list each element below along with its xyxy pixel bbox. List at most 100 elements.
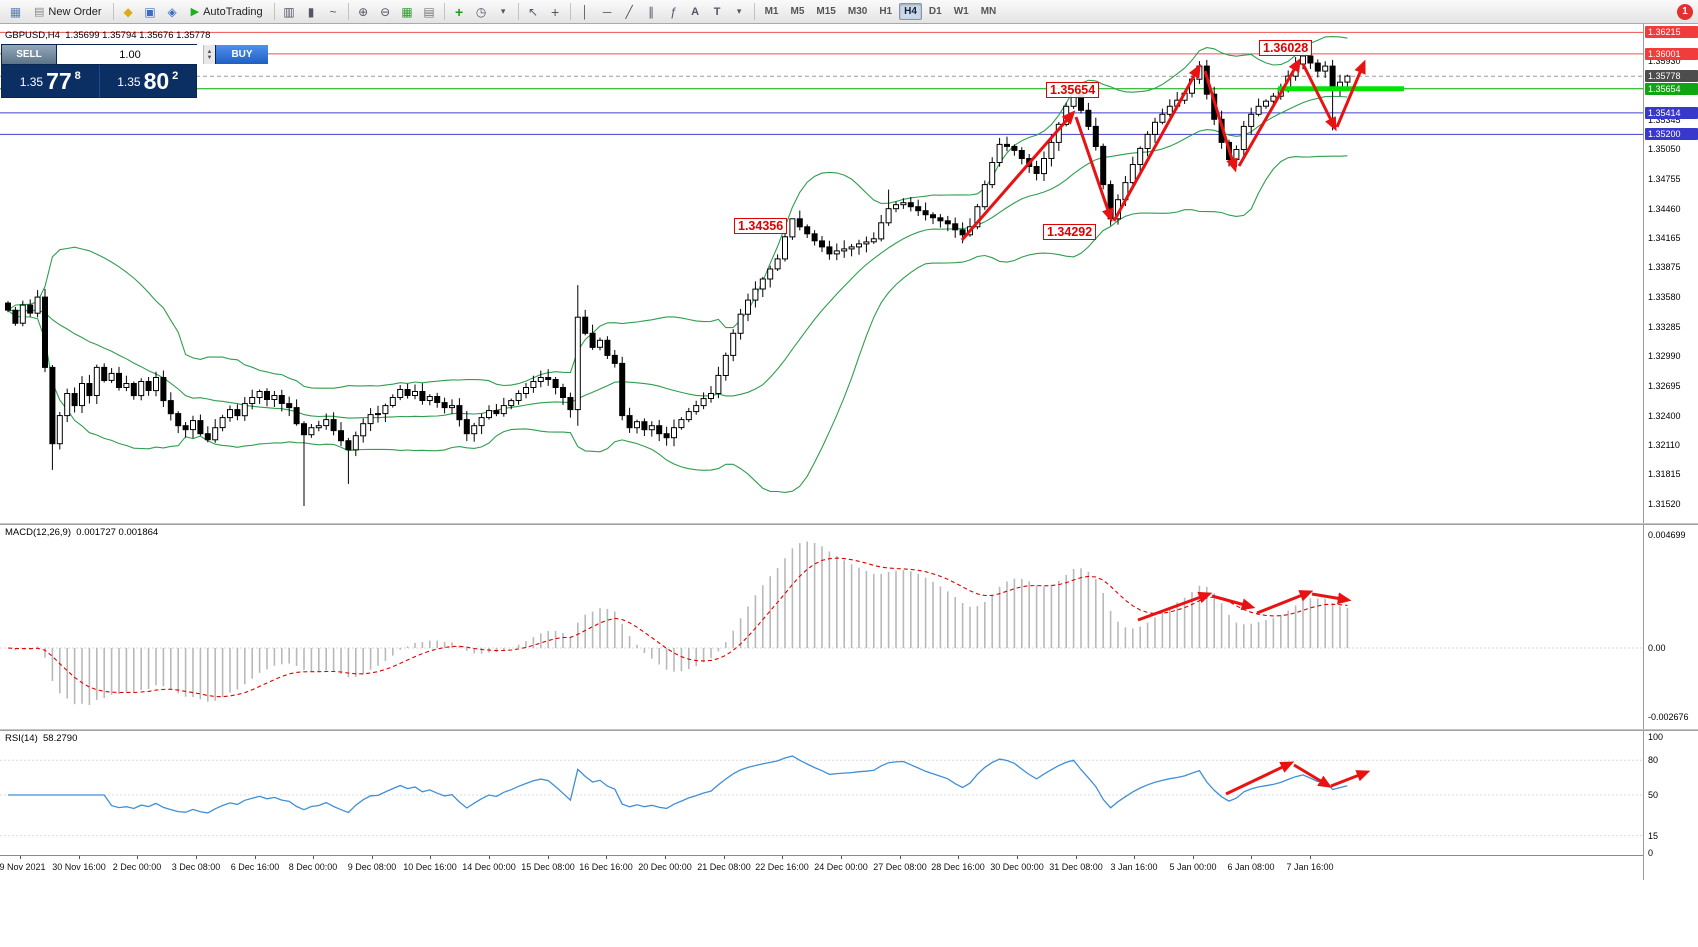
time-tick	[1310, 856, 1311, 859]
volume-down-icon[interactable]: ▼	[206, 54, 213, 61]
price-tick: 1.35050	[1648, 144, 1681, 154]
main-chart-canvas[interactable]	[0, 24, 1643, 523]
timeframe-button-w1[interactable]: W1	[953, 6, 969, 17]
price-axis[interactable]: 1.35930 1.35345 1.35050 1.34755 1.34460 1.341…	[1643, 24, 1698, 880]
time-label: 31 Dec 08:00	[1049, 862, 1103, 872]
line-chart-icon[interactable]: ~	[329, 4, 337, 19]
sell-button[interactable]: SELL	[2, 45, 57, 64]
price-badge: 1.36215	[1645, 26, 1698, 38]
symbol-ohlc: 1.35699 1.35794 1.35676 1.35778	[65, 30, 211, 41]
time-tick	[1076, 856, 1077, 859]
time-label: 14 Dec 00:00	[462, 862, 516, 872]
toolbar-separator	[569, 3, 571, 20]
timeframe-button-h4[interactable]: H4	[899, 3, 922, 20]
time-tick	[79, 856, 80, 859]
new-order-button[interactable]: ▤ New Order	[27, 1, 109, 22]
price-tick: 1.33580	[1648, 292, 1681, 302]
toolbar-separator	[112, 3, 114, 20]
zoom-out-icon[interactable]: ⊖	[380, 4, 391, 19]
rsi-axis-value: 15	[1648, 831, 1659, 841]
templates-dropdown-icon[interactable]: ▾	[500, 6, 506, 16]
chart-area[interactable]: GBPUSD,H4 1.35699 1.35794 1.35676 1.3577…	[0, 24, 1643, 523]
candlestick-chart-icon[interactable]: ▮	[307, 4, 315, 19]
volume-up-icon[interactable]: ▲	[206, 48, 213, 55]
channel-icon[interactable]: ∥	[648, 4, 655, 19]
zoom-in-icon[interactable]: ⊕	[358, 4, 369, 19]
time-tick	[900, 856, 901, 859]
price-annotation[interactable]: 1.35654	[1046, 82, 1100, 98]
fibonacci-icon[interactable]: ƒ	[669, 4, 677, 19]
time-label: 21 Dec 08:00	[697, 862, 751, 872]
time-label: 10 Dec 16:00	[403, 862, 457, 872]
rsi-label: RSI(14) 58.2790	[5, 733, 77, 744]
time-tick	[430, 856, 431, 859]
time-tick	[724, 856, 725, 859]
bollinger-upper-band	[7, 36, 1348, 389]
price-tick: 1.35345	[1648, 115, 1681, 125]
price-annotation[interactable]: 1.34292	[1043, 224, 1097, 240]
notification-badge[interactable]: 1	[1677, 3, 1693, 20]
time-label: 30 Nov 16:00	[52, 862, 106, 872]
macd-panel-canvas[interactable]	[0, 525, 1643, 729]
crosshair-icon[interactable]: +	[551, 3, 560, 20]
new-order-icon: ▤	[34, 6, 45, 18]
price-badge: 1.35414	[1645, 107, 1698, 119]
navigator-icon[interactable]: ◈	[167, 4, 177, 19]
text-icon[interactable]: A	[691, 5, 700, 18]
panel-splitter[interactable]	[0, 523, 1698, 525]
timeframe-button-m1[interactable]: M1	[764, 6, 779, 17]
time-axis[interactable]: 29 Nov 2021 30 Nov 16:00 2 Dec 00:00 3 Dec …	[0, 855, 1698, 880]
price-tick: 1.32990	[1648, 351, 1681, 361]
terminal-icon[interactable]: ▣	[144, 4, 156, 19]
bar-chart-icon[interactable]: ▥	[283, 4, 295, 19]
new-chart-icon[interactable]: ▦	[9, 4, 22, 19]
price-badge: 1.36001	[1645, 48, 1698, 60]
time-tick	[196, 856, 197, 859]
cascade-windows-icon[interactable]: ▤	[423, 4, 435, 19]
bid-price: 1.35 77 8	[2, 65, 100, 98]
timeframe-button-h1[interactable]: H1	[879, 6, 893, 17]
macd-label: MACD(12,26,9) 0.001727 0.001864	[5, 527, 158, 538]
time-tick	[841, 856, 842, 859]
autotrading-button[interactable]: ▶ AutoTrading	[184, 1, 270, 22]
macd-histogram	[14, 541, 1349, 706]
time-label: 3 Dec 08:00	[171, 862, 221, 872]
time-tick	[958, 856, 959, 859]
timeframe-button-m15[interactable]: M15	[816, 6, 836, 17]
horizontal-line-icon[interactable]: ─	[602, 4, 612, 19]
ask-prefix: 1.35	[117, 74, 141, 89]
rsi-axis-value: 80	[1648, 755, 1659, 765]
panel-splitter[interactable]	[0, 729, 1698, 731]
price-badge: 1.35778	[1645, 70, 1698, 82]
rsi-panel-canvas[interactable]	[0, 731, 1643, 855]
period-icon[interactable]: ◷	[475, 4, 487, 19]
metaeditor-icon[interactable]: ◆	[123, 4, 133, 19]
volume-spinner: ▲ ▼	[203, 45, 215, 64]
text-label-icon[interactable]: T	[713, 5, 721, 18]
new-order-label: New Order	[48, 5, 102, 18]
time-label: 6 Dec 16:00	[230, 862, 280, 872]
time-tick	[782, 856, 783, 859]
time-label: 24 Dec 00:00	[814, 862, 868, 872]
time-tick	[137, 856, 138, 859]
timeframe-button-m5[interactable]: M5	[790, 6, 805, 17]
price-tick: 1.32400	[1648, 411, 1681, 421]
tile-windows-icon[interactable]: ▦	[401, 4, 413, 19]
price-annotation[interactable]: 1.36028	[1259, 40, 1313, 56]
volume-input[interactable]	[57, 45, 203, 64]
timeframe-button-d1[interactable]: D1	[928, 6, 942, 17]
vertical-line-icon[interactable]: │	[581, 4, 589, 19]
add-indicator-icon[interactable]: +	[455, 3, 464, 20]
time-tick	[1017, 856, 1018, 859]
time-label: 20 Dec 00:00	[638, 862, 692, 872]
trendline-icon[interactable]: ╱	[625, 4, 633, 19]
buy-button[interactable]: BUY	[215, 45, 268, 64]
shapes-dropdown-icon[interactable]: ▾	[736, 6, 742, 16]
price-annotation[interactable]: 1.34356	[734, 218, 788, 234]
time-label: 22 Dec 16:00	[755, 862, 809, 872]
timeframe-button-mn[interactable]: MN	[980, 6, 997, 17]
timeframe-button-m30[interactable]: M30	[847, 6, 868, 17]
rsi-line	[8, 755, 1348, 814]
cursor-icon[interactable]: ↖	[528, 4, 539, 19]
